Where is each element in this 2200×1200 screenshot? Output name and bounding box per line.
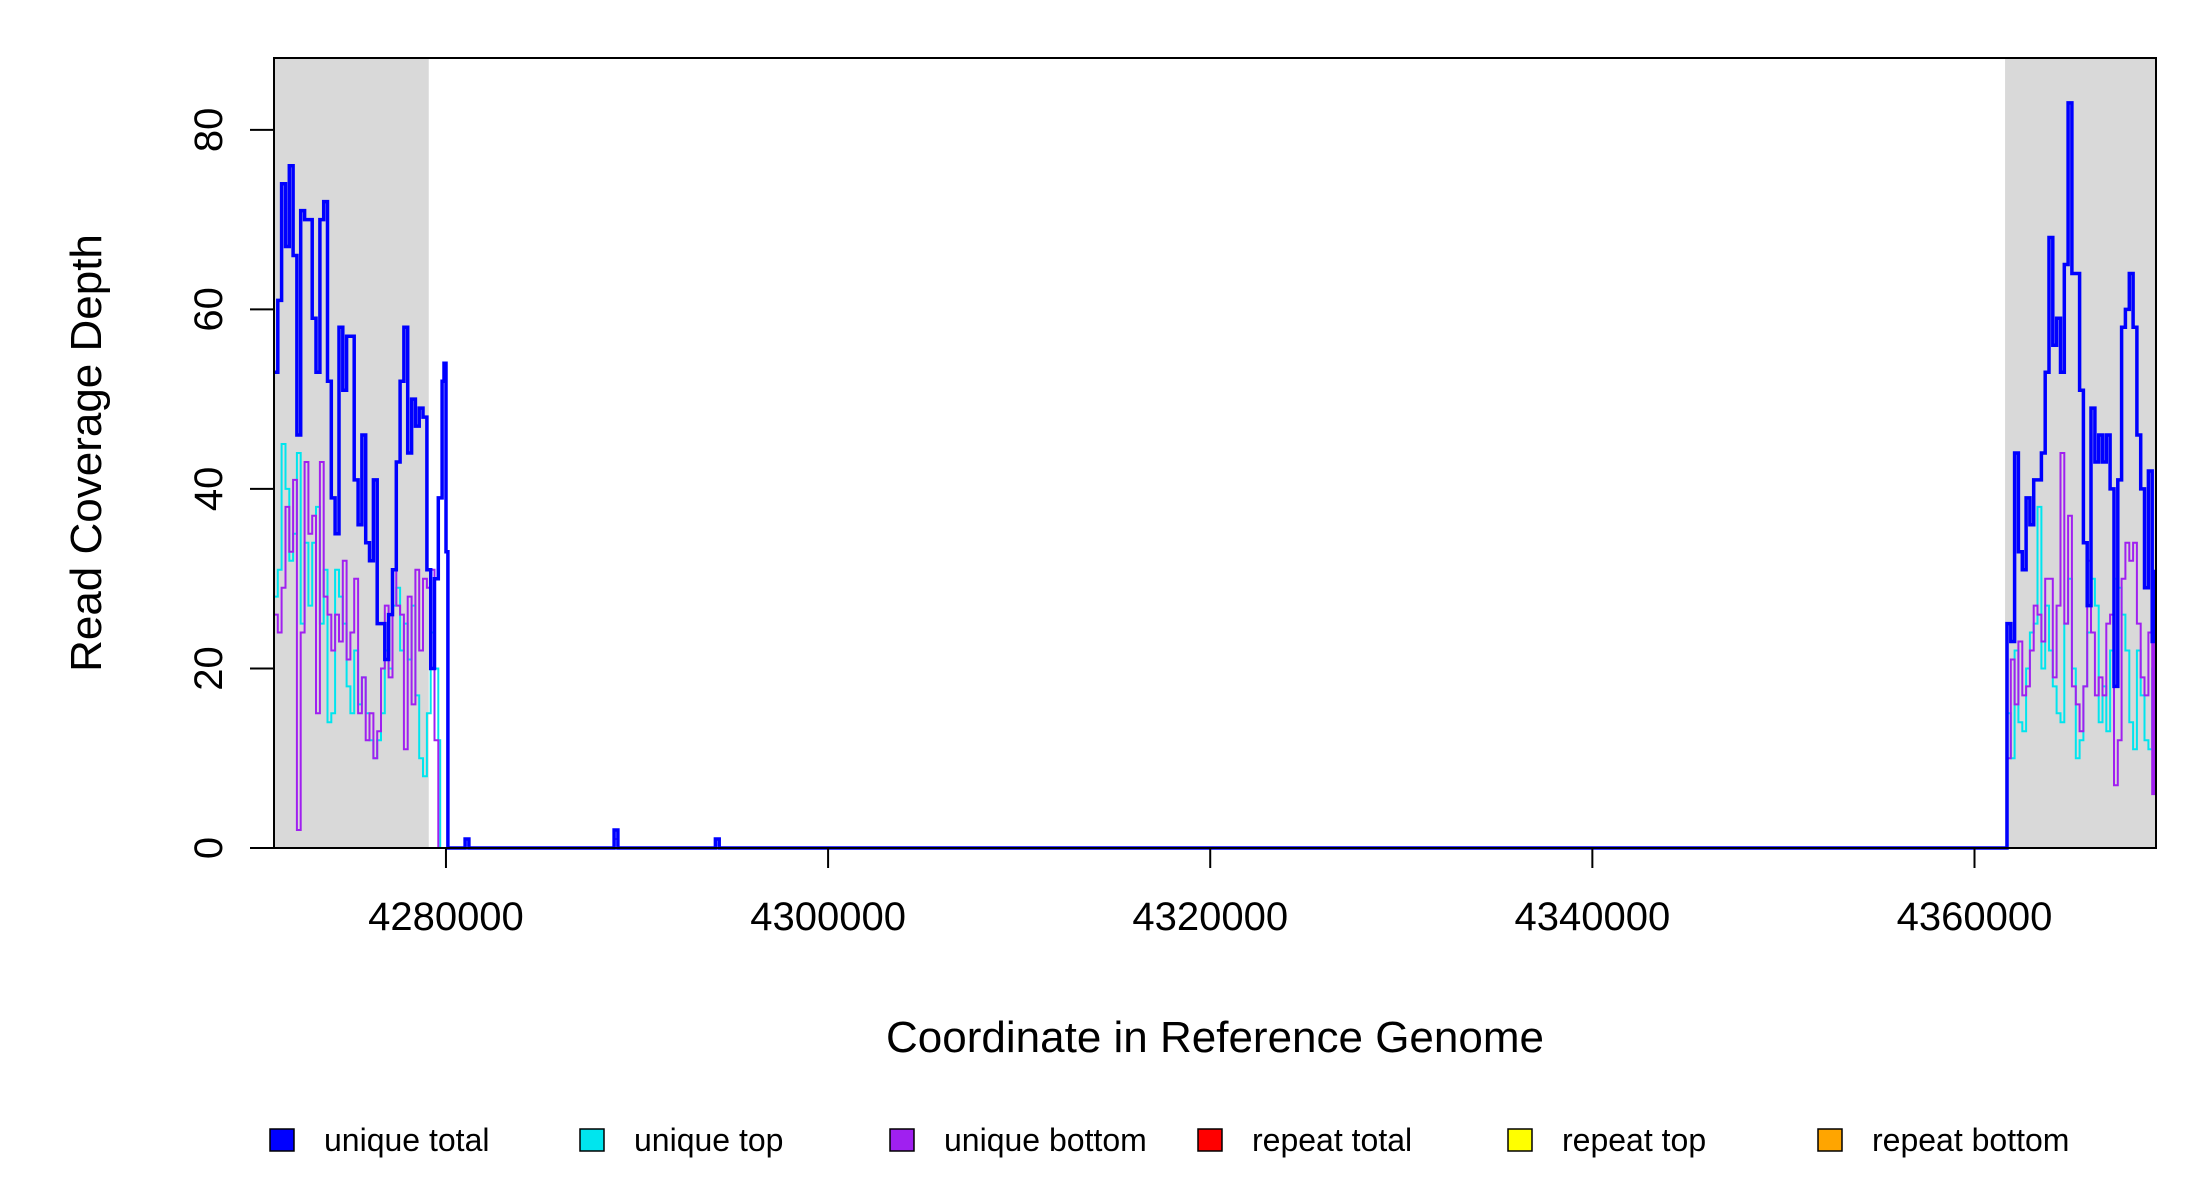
y-axis-title: Read Coverage Depth xyxy=(62,234,111,672)
legend-swatch xyxy=(1507,1128,1533,1152)
shaded-regions xyxy=(274,58,2156,848)
legend-swatch xyxy=(1817,1128,1843,1152)
legend: unique total unique top unique bottom repea… xyxy=(269,1122,2069,1158)
y-tick-label: 60 xyxy=(187,287,231,332)
legend-label: repeat bottom xyxy=(1872,1122,2069,1158)
plot-frame xyxy=(273,57,2157,849)
series-line-unique-bottom xyxy=(274,452,2156,849)
legend-swatch xyxy=(269,1128,295,1152)
legend-swatch xyxy=(1197,1128,1223,1152)
x-axis: 4280000 4300000 4320000 4340000 4360000 xyxy=(368,848,2052,939)
legend-label: unique total xyxy=(324,1122,489,1158)
x-axis-title: Coordinate in Reference Genome xyxy=(886,1013,1544,1062)
y-axis: 0 20 40 60 80 xyxy=(187,108,274,859)
legend-swatch xyxy=(579,1128,605,1152)
y-tick-label: 40 xyxy=(187,467,231,512)
y-tick-label: 0 xyxy=(187,837,231,859)
x-tick-label: 4320000 xyxy=(1132,895,1288,939)
y-tick-label: 20 xyxy=(187,646,231,691)
legend-label: repeat top xyxy=(1562,1122,1706,1158)
legend-label: unique top xyxy=(634,1122,783,1158)
x-tick-label: 4340000 xyxy=(1514,895,1670,939)
legend-label: repeat total xyxy=(1252,1122,1412,1158)
series-line-unique-top xyxy=(274,443,2156,849)
x-tick-label: 4300000 xyxy=(750,895,906,939)
x-tick-label: 4360000 xyxy=(1897,895,2053,939)
legend-swatch xyxy=(889,1128,915,1152)
series-lines xyxy=(274,101,2156,850)
series-line-unique-total xyxy=(274,101,2156,850)
y-tick-label: 80 xyxy=(187,108,231,153)
legend-label: unique bottom xyxy=(944,1122,1147,1158)
x-tick-label: 4280000 xyxy=(368,895,524,939)
